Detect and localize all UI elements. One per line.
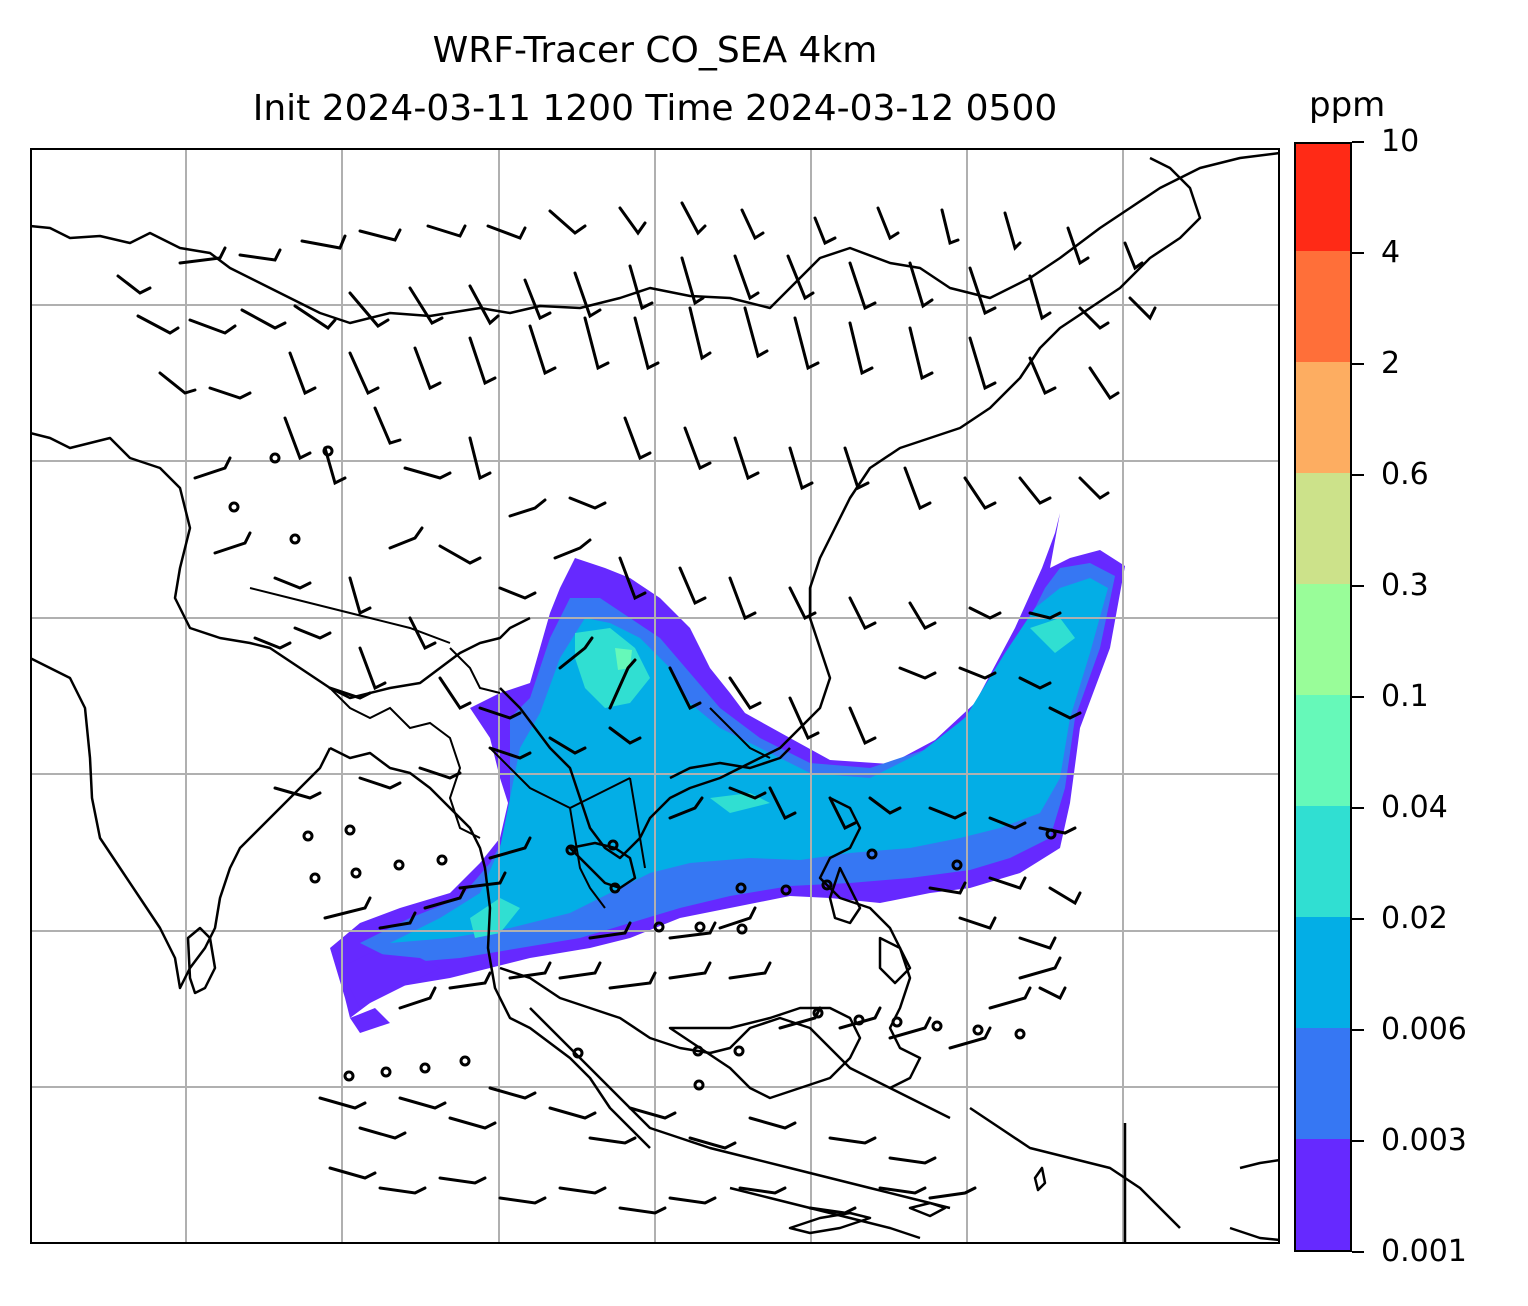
colorbar	[1294, 142, 1352, 1252]
colorbar-tick-label: 0.001	[1381, 1234, 1467, 1269]
colorbar-segment	[1296, 361, 1350, 473]
coastlines	[30, 151, 1280, 1244]
plume-core	[390, 578, 1108, 943]
colorbar-tick	[1352, 141, 1364, 143]
map-border	[30, 148, 1280, 1244]
colorbar-tick	[1352, 585, 1364, 587]
colorbar-segment	[1296, 1138, 1350, 1250]
map-title: WRF-Tracer CO_SEA 4km	[432, 30, 878, 71]
colorbar-segment	[1296, 472, 1350, 584]
colorbar-unit: ppm	[1309, 85, 1386, 125]
colorbar-segment	[1296, 144, 1350, 251]
plume-hi-1	[575, 628, 650, 708]
map-subtitle: Init 2024-03-11 1200 Time 2024-03-12 050…	[252, 88, 1058, 129]
colorbar-tick-label: 0.006	[1381, 1012, 1467, 1047]
colorbar-tick-label: 0.04	[1381, 790, 1448, 825]
colorbar-segment	[1296, 805, 1350, 917]
colorbar-segment	[1296, 583, 1350, 695]
colorbar-tick-label: 0.02	[1381, 901, 1448, 936]
colorbar-segment	[1296, 250, 1350, 362]
colorbar-tick	[1352, 807, 1364, 809]
colorbar-tick-label: 0.3	[1381, 568, 1429, 603]
colorbar-tick	[1352, 918, 1364, 920]
colorbar-segment	[1296, 916, 1350, 1028]
plume-hi-4	[615, 648, 632, 670]
colorbar-tick	[1352, 1140, 1364, 1142]
colorbar-segment	[1296, 1027, 1350, 1139]
colorbar-segment	[1296, 694, 1350, 806]
gridlines	[30, 148, 1280, 1244]
colorbar-tick-label: 10	[1381, 124, 1420, 159]
colorbar-tick	[1352, 252, 1364, 254]
plume-hi-3	[1030, 618, 1075, 653]
map-panel	[30, 148, 1280, 1244]
plume-south-fringe-2	[350, 1008, 390, 1033]
wind-barbs	[116, 201, 1157, 1215]
colorbar-tick-label: 4	[1381, 235, 1401, 270]
colorbar-tick-label: 2	[1381, 346, 1401, 381]
colorbar-tick	[1352, 696, 1364, 698]
colorbar-tick	[1352, 474, 1364, 476]
colorbar-tick-label: 0.003	[1381, 1123, 1467, 1158]
colorbar-tick	[1352, 1251, 1364, 1253]
colorbar-tick-label: 0.1	[1381, 679, 1429, 714]
calm-wind-markers	[228, 445, 1057, 1091]
colorbar-tick	[1352, 1029, 1364, 1031]
colorbar-tick-label: 0.6	[1381, 457, 1429, 492]
plume-hi-2	[470, 898, 520, 938]
colorbar-tick	[1352, 363, 1364, 365]
plume-south-fringe	[340, 953, 440, 1008]
